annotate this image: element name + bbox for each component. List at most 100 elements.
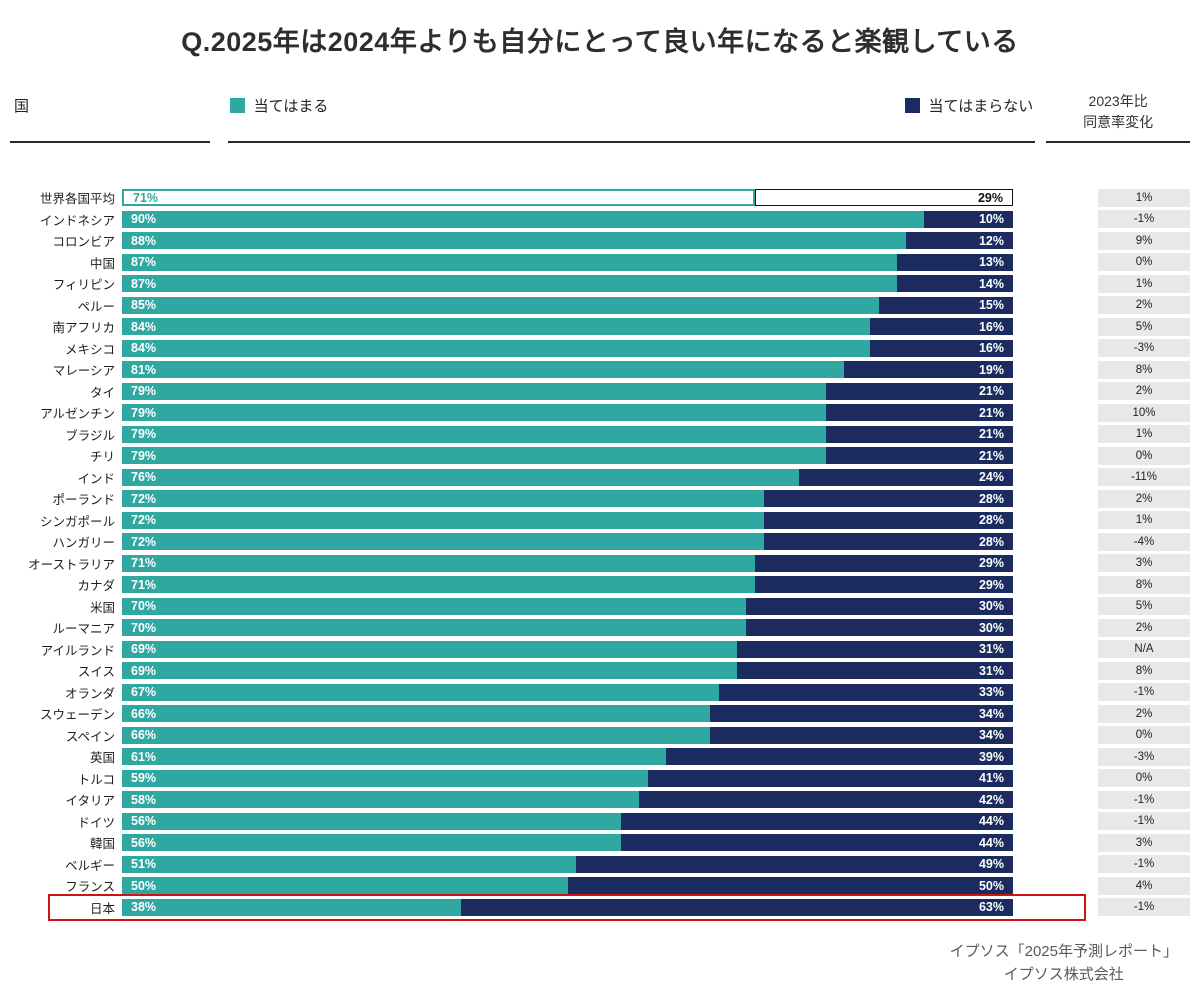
stacked-bar: 72% 28% (122, 533, 1013, 551)
agree-segment: 61% (122, 748, 666, 766)
change-value: 2% (1098, 382, 1190, 401)
disagree-segment: 13% (897, 253, 1013, 271)
change-value: -4% (1098, 532, 1190, 551)
disagree-segment: 44% (620, 834, 1013, 852)
stacked-bar: 56% 44% (122, 834, 1013, 852)
disagree-segment: 21% (825, 447, 1013, 465)
disagree-segment: 49% (576, 855, 1013, 873)
legend-band: 当てはまる 当てはまらない (227, 91, 1036, 143)
source-line-1: イプソス「2025年予測レポート」 (949, 943, 1178, 960)
country-label: アルゼンチン (40, 407, 115, 422)
source-line-2: イプソス株式会社 (1003, 966, 1124, 984)
disagree-segment: 30% (745, 619, 1013, 637)
country-label: コロンビア (52, 235, 115, 250)
chart-row: ブラジル 79% 21% 1% (10, 424, 1190, 446)
change-value: 1% (1098, 425, 1190, 444)
stacked-bar: 71% 29% (122, 189, 1013, 207)
disagree-legend-label: 当てはまらない (928, 98, 1034, 115)
country-column-header: 国 (10, 91, 210, 143)
change-value: 8% (1098, 360, 1190, 379)
country-label: スペイン (65, 729, 115, 744)
disagree-segment: 15% (879, 296, 1013, 314)
change-value: 5% (1098, 597, 1190, 616)
country-label: オランダ (64, 686, 115, 701)
chart-row: ペルー 85% 15% 2% (10, 295, 1190, 317)
disagree-segment: 16% (870, 318, 1013, 336)
agree-segment: 85% (122, 296, 880, 314)
disagree-segment: 14% (897, 275, 1013, 293)
agree-segment: 72% (122, 533, 764, 551)
chart-row: フランス 50% 50% 4% (10, 875, 1190, 897)
chart-row: スイス 69% 31% 8% (10, 660, 1190, 682)
stacked-bar: 84% 16% (122, 339, 1013, 357)
agree-legend-swatch-icon (229, 98, 245, 113)
stacked-bar: 69% 31% (122, 662, 1013, 680)
agree-segment: 66% (122, 705, 711, 723)
agree-segment: 70% (122, 597, 746, 615)
stacked-bar: 70% 30% (122, 597, 1013, 615)
change-value: -1% (1098, 855, 1190, 874)
chart-row: 中国 87% 13% 0% (10, 252, 1190, 274)
country-label: インドネシア (39, 213, 115, 228)
chart-row: ドイツ 56% 44% -1% (10, 811, 1190, 833)
disagree-segment: 29% (754, 554, 1013, 572)
agree-segment: 81% (122, 361, 844, 379)
agree-segment: 87% (122, 275, 898, 293)
chart-row: アルゼンチン 79% 21% 10% (10, 402, 1190, 424)
country-label: ドイツ (77, 815, 115, 830)
stacked-bar: 50% 50% (122, 877, 1013, 895)
agree-segment: 72% (122, 490, 764, 508)
change-value: 10% (1098, 403, 1190, 422)
chart-row: タイ 79% 21% 2% (10, 381, 1190, 403)
stacked-bar: 90% 10% (122, 210, 1013, 228)
change-value: 2% (1098, 489, 1190, 508)
stacked-bar: 79% 21% (122, 425, 1013, 443)
stacked-bar: 85% 15% (122, 296, 1013, 314)
disagree-segment: 16% (870, 339, 1013, 357)
chart-row: チリ 79% 21% 0% (10, 445, 1190, 467)
stacked-bar: 71% 29% (122, 554, 1013, 572)
country-label: イタリア (65, 794, 115, 809)
country-label: メキシコ (64, 342, 115, 357)
country-label: ペルー (77, 299, 115, 314)
change-value: 8% (1098, 575, 1190, 594)
agree-segment: 87% (122, 253, 898, 271)
change-column-label-line1: 2023年比 (1088, 93, 1148, 109)
page-title: Q.2025年は2024年よりも自分にとって良い年になると楽観している (181, 27, 1019, 57)
country-label: ブラジル (65, 428, 115, 443)
disagree-segment: 12% (906, 232, 1013, 250)
stacked-bar: 76% 24% (122, 468, 1013, 486)
change-value: 0% (1098, 769, 1190, 788)
stacked-bar: 51% 49% (122, 855, 1013, 873)
country-column-label: 国 (14, 98, 30, 115)
disagree-segment: 24% (799, 468, 1013, 486)
country-label: 韓国 (89, 837, 115, 852)
change-value: -3% (1098, 339, 1190, 358)
disagree-segment: 28% (763, 511, 1013, 529)
chart-row: メキシコ 84% 16% -3% (10, 338, 1190, 360)
disagree-segment: 21% (825, 404, 1013, 422)
stacked-bar: 87% 14% (122, 275, 1013, 293)
agree-segment: 88% (122, 232, 907, 250)
change-value: 0% (1098, 446, 1190, 465)
country-label: マレーシア (52, 364, 115, 379)
change-value: 3% (1098, 554, 1190, 573)
change-value: 8% (1098, 661, 1190, 680)
change-value: -3% (1098, 747, 1190, 766)
disagree-segment: 44% (620, 812, 1013, 830)
stacked-bar: 38% 63% (122, 898, 1013, 916)
change-column-header: 2023年比 同意率変化 (1046, 91, 1190, 143)
chart-row: ベルギー 51% 49% -1% (10, 854, 1190, 876)
stacked-bar: 84% 16% (122, 318, 1013, 336)
change-value: 9% (1098, 231, 1190, 250)
stacked-bar: 70% 30% (122, 619, 1013, 637)
chart-row: 日本 38% 63% -1% (10, 893, 1190, 921)
agree-segment: 79% (122, 447, 826, 465)
disagree-segment: 19% (843, 361, 1013, 379)
change-value: 1% (1098, 188, 1190, 207)
disagree-segment: 31% (736, 662, 1013, 680)
agree-segment: 90% (122, 210, 924, 228)
chart-row: マレーシア 81% 19% 8% (10, 359, 1190, 381)
chart-row: カナダ 71% 29% 8% (10, 574, 1190, 596)
country-label: 英国 (89, 751, 115, 766)
